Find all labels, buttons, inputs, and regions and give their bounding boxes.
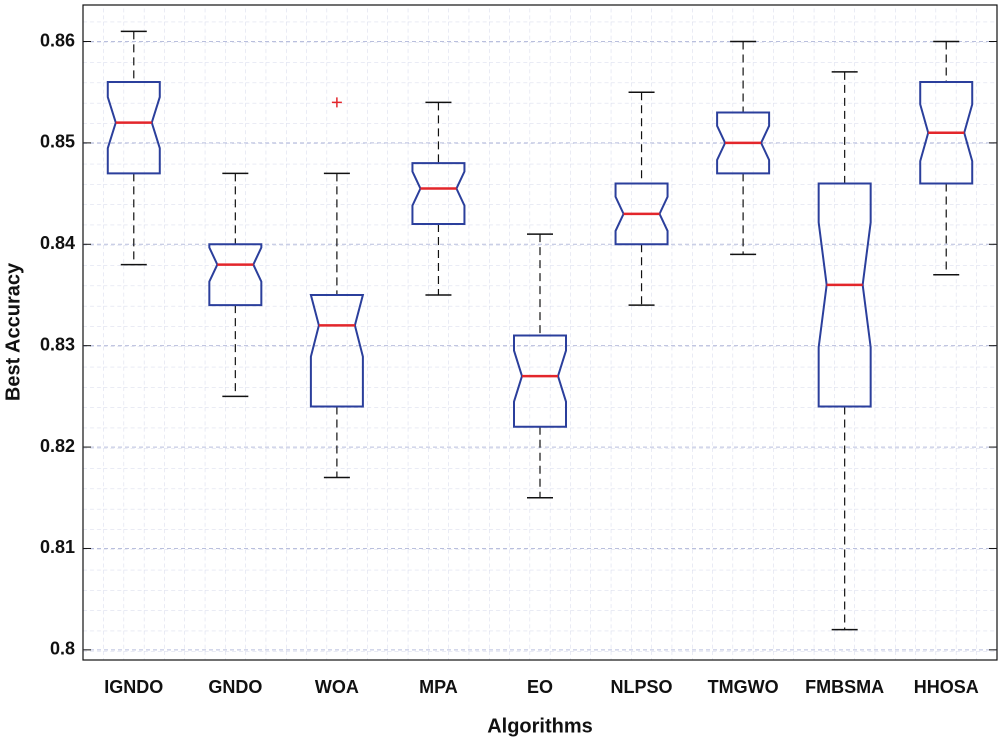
y-tick-label: 0.8	[50, 639, 75, 659]
box	[614, 182, 669, 246]
x-tick-label: TMGWO	[708, 677, 779, 697]
box	[309, 293, 365, 408]
y-axis-label: Best Accuracy	[2, 262, 24, 401]
x-tick-label: HHOSA	[914, 677, 979, 697]
x-axis-label: Algorithms	[487, 715, 593, 737]
box	[716, 111, 771, 175]
y-tick-label: 0.82	[40, 436, 75, 456]
x-tick-label: GNDO	[208, 677, 262, 697]
x-tick-label: IGNDO	[104, 677, 163, 697]
y-tick-label: 0.83	[40, 334, 75, 354]
x-tick-label: MPA	[419, 677, 458, 697]
x-tick-label: FMBSMA	[805, 677, 884, 697]
outlier	[331, 97, 342, 108]
box	[106, 81, 161, 175]
y-tick-label: 0.85	[40, 132, 75, 152]
box	[817, 182, 872, 408]
y-tick-label: 0.84	[40, 233, 75, 253]
box	[208, 243, 263, 307]
box	[919, 81, 974, 185]
x-tick-label: EO	[527, 677, 553, 697]
y-tick-label: 0.81	[40, 537, 75, 557]
box	[411, 162, 466, 226]
x-tick-label: WOA	[315, 677, 359, 697]
y-tick-label: 0.86	[40, 30, 75, 50]
x-tick-label: NLPSO	[611, 677, 673, 697]
plot-frame	[82, 4, 998, 661]
box	[513, 334, 567, 428]
